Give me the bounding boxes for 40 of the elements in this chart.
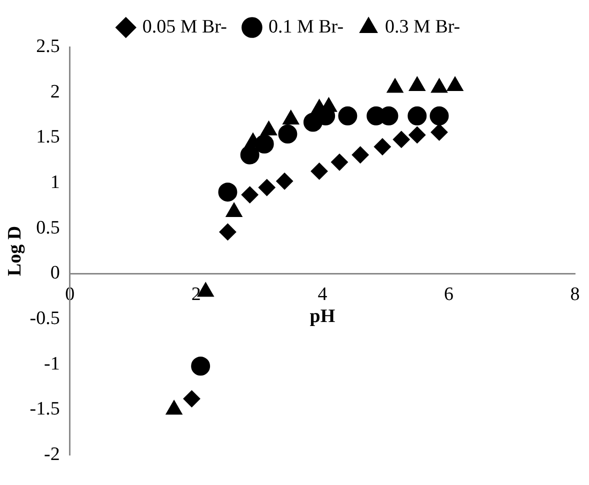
y-tick-label: -1	[44, 353, 60, 374]
x-tick-label: 6	[444, 284, 454, 306]
point	[330, 154, 348, 171]
point	[338, 106, 358, 126]
y-tick-label: 2	[50, 81, 60, 102]
point	[352, 146, 369, 164]
point	[408, 126, 426, 144]
y-tick-label: 1	[50, 172, 60, 193]
y-tick-label: -2	[44, 444, 60, 465]
x-tick-label: 0	[65, 284, 75, 306]
y-axis-title: Log D	[4, 226, 26, 276]
point	[430, 106, 449, 126]
y-tick-label: 0.5	[36, 217, 60, 238]
x-tick-label: 4	[318, 284, 328, 306]
point	[374, 138, 391, 156]
y-tick-label: 2.5	[36, 36, 60, 57]
x-tick-label: 8	[570, 284, 580, 306]
y-tick-label: 1.5	[36, 126, 60, 148]
legend-label: 0.05 M Br-	[142, 16, 227, 38]
point	[191, 356, 210, 376]
y-tick-label: -0.5	[30, 308, 60, 329]
point	[276, 172, 294, 190]
point	[258, 179, 276, 196]
x-axis-title: pH	[310, 306, 336, 327]
y-tick-label: -1.5	[30, 398, 60, 420]
point	[408, 106, 427, 126]
legend-label: 0.1 M Br-	[268, 16, 344, 38]
point	[310, 162, 328, 180]
point	[254, 134, 274, 154]
y-tick-label: 0	[50, 262, 60, 284]
point	[219, 223, 236, 240]
point	[183, 390, 200, 408]
legend-label: 0.3 M Br-	[385, 16, 460, 38]
x-tick-label: 2	[191, 284, 201, 306]
point	[218, 182, 238, 202]
point	[241, 186, 258, 204]
point	[278, 124, 298, 144]
point	[240, 145, 260, 164]
point	[392, 130, 410, 148]
point	[430, 124, 448, 141]
